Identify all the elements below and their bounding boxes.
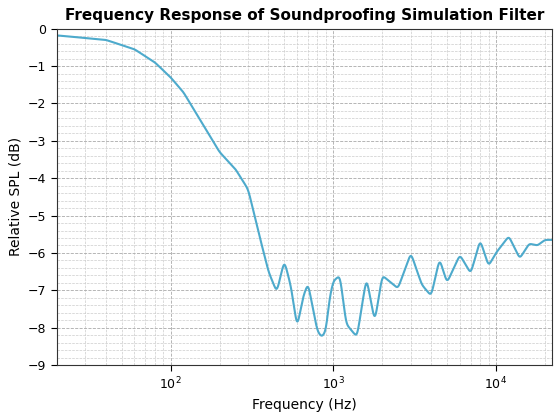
X-axis label: Frequency (Hz): Frequency (Hz) xyxy=(252,398,357,412)
Y-axis label: Relative SPL (dB): Relative SPL (dB) xyxy=(8,137,22,257)
Title: Frequency Response of Soundproofing Simulation Filter: Frequency Response of Soundproofing Simu… xyxy=(64,8,544,24)
